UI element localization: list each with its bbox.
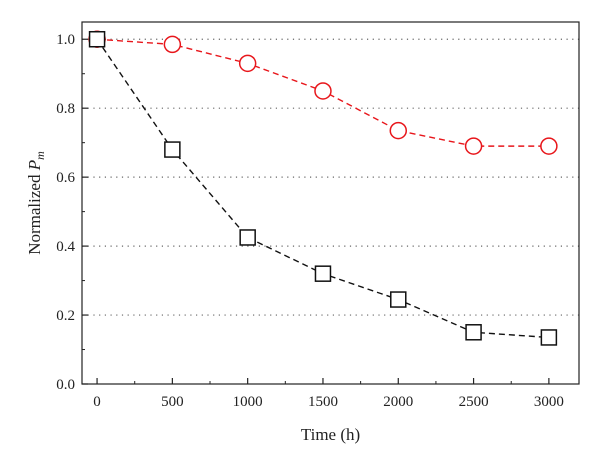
y-axis-label-text: Normalized xyxy=(25,170,44,255)
data-point-square xyxy=(239,229,256,246)
x-tick-label: 500 xyxy=(161,394,184,410)
data-point-circle xyxy=(238,54,257,73)
y-axis-label-symbol: P xyxy=(25,160,44,171)
data-point-square xyxy=(390,291,407,308)
y-tick-label: 0.4 xyxy=(56,239,75,255)
series-squares xyxy=(88,30,558,346)
y-tick-label: 0.8 xyxy=(56,101,75,117)
x-axis-label: Time (h) xyxy=(301,425,360,444)
data-point-circle xyxy=(540,137,558,155)
x-tick-label: 2500 xyxy=(459,394,489,410)
data-point-circle xyxy=(464,137,483,155)
data-point-circle xyxy=(163,35,182,54)
data-point-square xyxy=(540,329,558,346)
data-point-square xyxy=(465,324,482,341)
x-tick-label: 0 xyxy=(93,394,101,410)
plot-frame xyxy=(81,21,580,385)
x-tick-label: 1000 xyxy=(233,394,263,410)
x-tick-label: 2000 xyxy=(383,394,413,410)
series-circles xyxy=(88,30,558,155)
y-tick-label: 0.0 xyxy=(56,377,75,393)
data-point-square xyxy=(88,30,106,48)
data-point-square xyxy=(314,265,332,282)
ticks: 0 500 1000 1500 2000 2500 3000 0.0 0.2 0.4 0.6 0.8 1… xyxy=(56,32,564,410)
y-axis-label-subscript: m xyxy=(33,151,47,160)
y-tick-label: 0.2 xyxy=(56,308,75,324)
data-point-square xyxy=(164,141,181,158)
x-tick-label: 1500 xyxy=(308,394,338,410)
y-tick-label: 0.6 xyxy=(56,170,75,186)
x-tick-label: 3000 xyxy=(534,394,564,410)
data-point-circle xyxy=(389,121,408,140)
series-layer xyxy=(88,30,558,346)
y-axis-label: Normalized Pm xyxy=(25,151,47,255)
y-tick-label: 1.0 xyxy=(56,32,75,48)
data-point-circle xyxy=(314,82,332,100)
